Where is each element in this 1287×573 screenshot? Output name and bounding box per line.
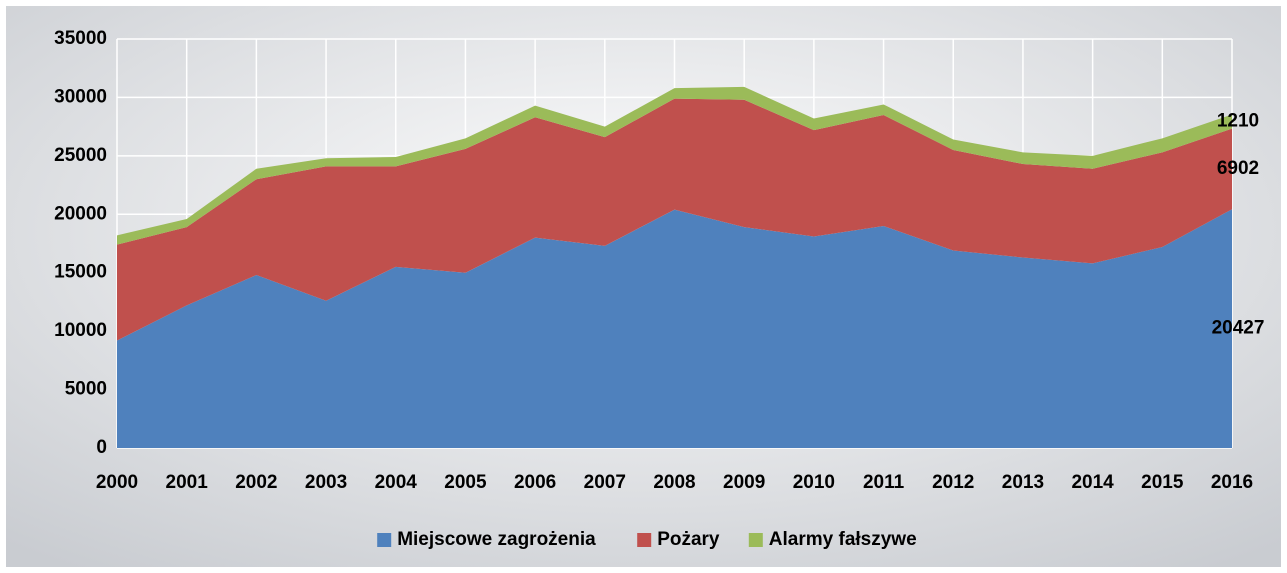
x-tick-label: 2007 bbox=[584, 472, 626, 493]
x-tick-label: 2013 bbox=[1002, 472, 1044, 493]
y-tick-label: 30000 bbox=[54, 86, 107, 107]
area bbox=[117, 98, 1232, 341]
x-tick-label: 2014 bbox=[1071, 472, 1114, 493]
x-tick-label: 2011 bbox=[863, 472, 905, 493]
x-tick-label: 2008 bbox=[653, 472, 695, 493]
y-tick-label: 5000 bbox=[65, 379, 107, 400]
x-tick-label: 2010 bbox=[793, 472, 835, 493]
legend-swatch bbox=[748, 533, 763, 547]
x-tick-label: 2009 bbox=[723, 472, 765, 493]
x-tick-label: 2012 bbox=[932, 472, 974, 493]
legend-label: Alarmy fałszywe bbox=[769, 529, 917, 550]
legend-swatch bbox=[377, 533, 392, 547]
x-tick-label: 2016 bbox=[1211, 472, 1253, 493]
y-tick-label: 20000 bbox=[54, 203, 107, 224]
legend-label: Miejscowe zagrożenia bbox=[397, 529, 596, 550]
x-tick-label: 2015 bbox=[1141, 472, 1184, 493]
x-tick-label: 2003 bbox=[305, 472, 347, 493]
legend-label: Pożary bbox=[657, 529, 720, 550]
y-tick-label: 10000 bbox=[54, 320, 107, 341]
x-tick-label: 2006 bbox=[514, 472, 556, 493]
x-tick-label: 2001 bbox=[166, 472, 209, 493]
data-label: 6902 bbox=[1217, 158, 1259, 179]
y-tick-label: 25000 bbox=[54, 145, 107, 166]
x-tick-label: 2005 bbox=[444, 472, 487, 493]
area bbox=[117, 209, 1232, 448]
data-label: 20427 bbox=[1212, 318, 1265, 339]
y-tick-label: 0 bbox=[96, 437, 107, 458]
x-tick-label: 2002 bbox=[235, 472, 277, 493]
area bbox=[117, 86, 1232, 245]
y-tick-label: 15000 bbox=[54, 262, 107, 283]
legend-swatch bbox=[637, 533, 652, 547]
x-tick-label: 2000 bbox=[96, 472, 138, 493]
y-tick-label: 35000 bbox=[54, 28, 107, 49]
x-tick-label: 2004 bbox=[375, 472, 418, 493]
data-label: 1210 bbox=[1217, 111, 1259, 132]
